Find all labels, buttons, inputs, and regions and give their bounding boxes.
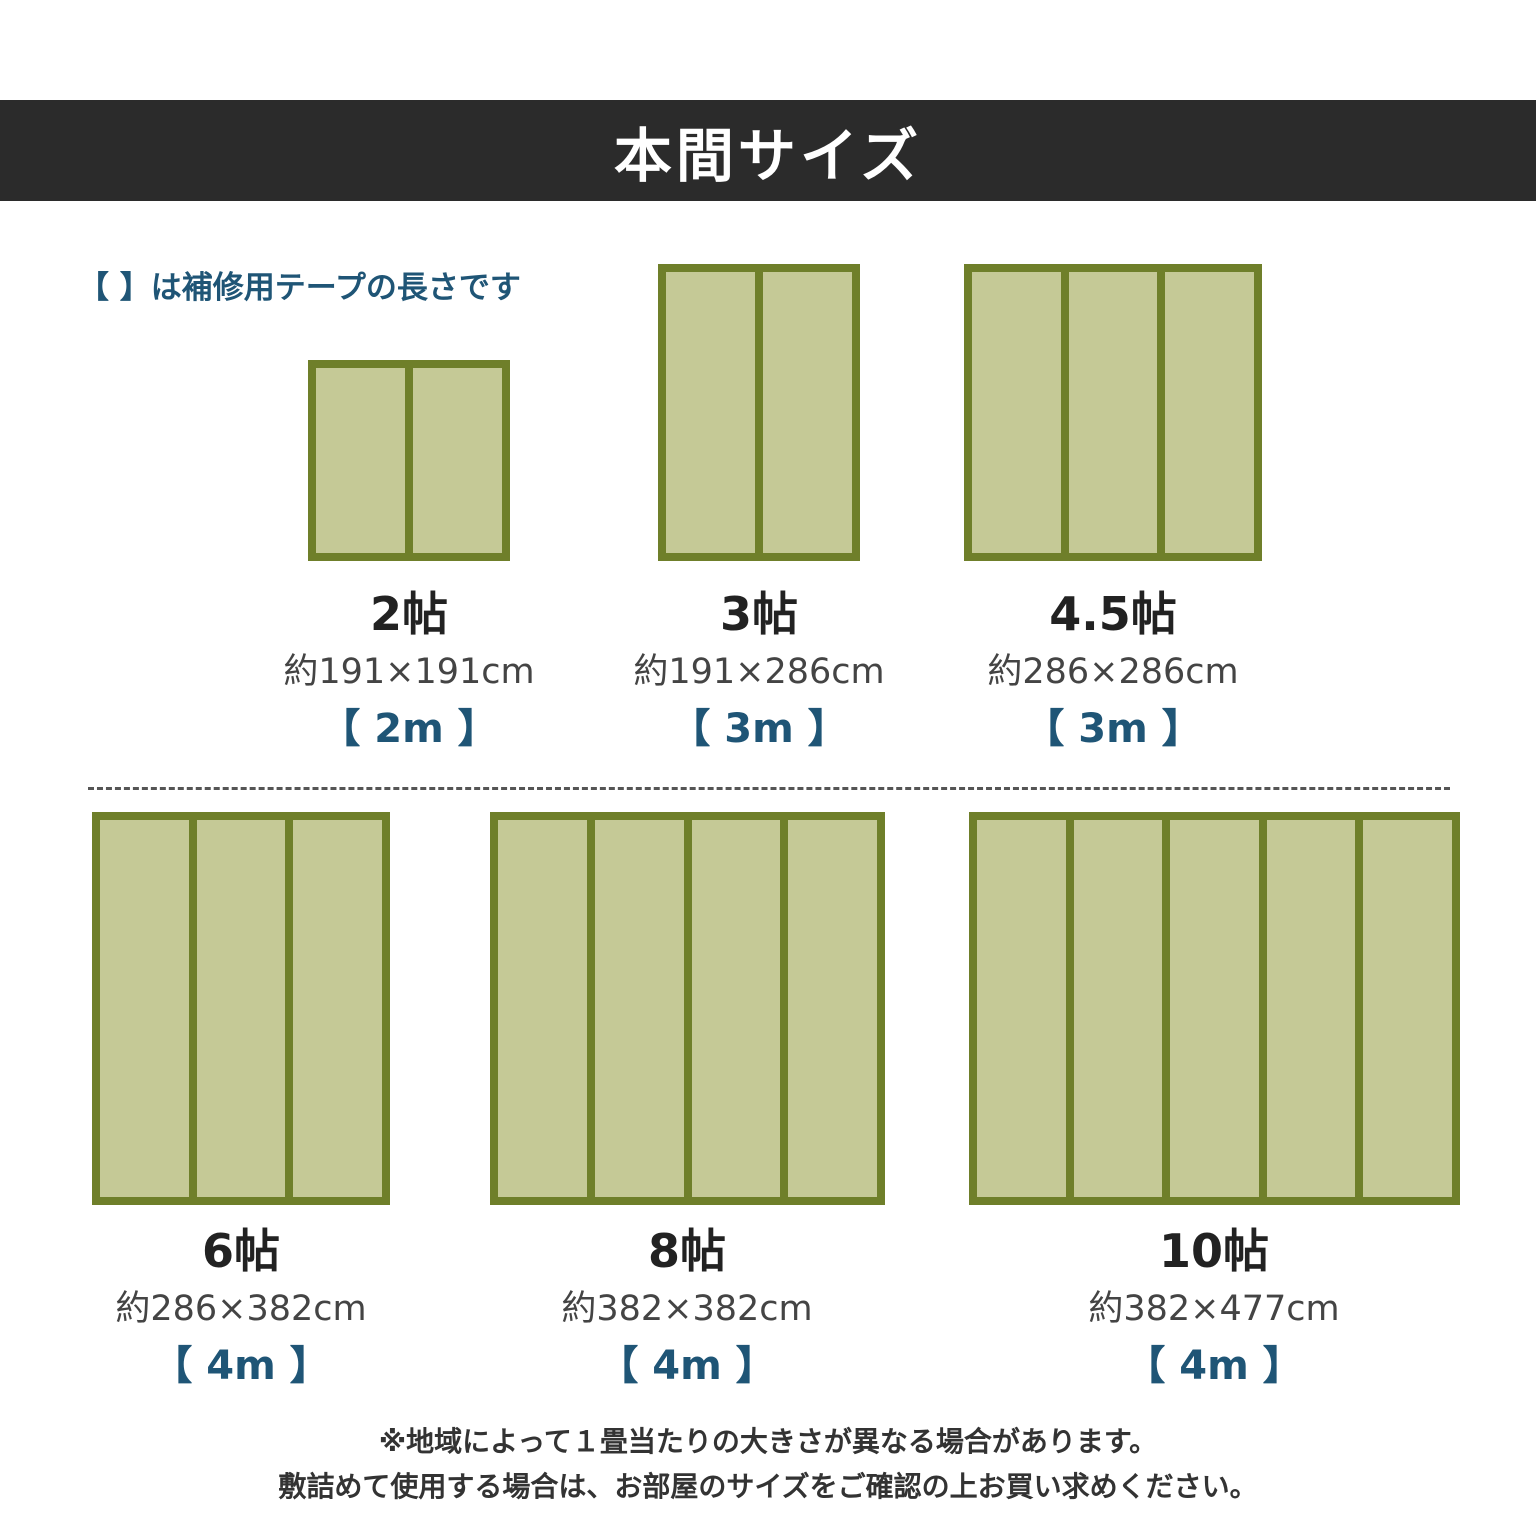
mat-6jo — [92, 812, 390, 1205]
size-label: 4.5帖約286×286cm 【 3m 】 — [913, 586, 1313, 756]
size-dims: 約382×477cm — [1088, 1289, 1340, 1329]
size-label: 6帖約286×382cm 【 4m 】 — [41, 1223, 441, 1393]
tatami-panel — [788, 820, 877, 1197]
size-title: 6帖 — [201, 1224, 280, 1278]
tatami-panel — [1068, 272, 1158, 553]
divider — [88, 787, 1450, 790]
tatami-panel — [594, 820, 684, 1197]
footer-note-1: ※地域によって１畳当たりの大きさが異なる場合があります。 — [378, 1425, 1158, 1458]
tape-note: 【 】は補修用テープの長さです — [78, 270, 521, 306]
tape-length: 【 3m 】 — [670, 706, 848, 752]
mat-4-5jo — [964, 264, 1262, 561]
mat-10jo — [969, 812, 1460, 1205]
header-banner: 本間サイズ — [0, 100, 1536, 201]
mat-8jo — [490, 812, 885, 1205]
tape-length: 【 4m 】 — [152, 1343, 330, 1389]
tatami-panel — [293, 820, 383, 1197]
size-label: 3帖約191×286cm 【 3m 】 — [559, 586, 959, 756]
size-label: 10帖約382×477cm 【 4m 】 — [1014, 1223, 1414, 1393]
tatami-panel — [498, 820, 587, 1197]
size-dims: 約382×382cm — [561, 1289, 813, 1329]
size-dims: 約191×286cm — [633, 652, 885, 692]
tape-length: 【 4m 】 — [1125, 1343, 1303, 1389]
size-title: 4.5帖 — [1049, 587, 1177, 641]
tatami-panel — [316, 368, 405, 553]
tape-length: 【 3m 】 — [1024, 706, 1202, 752]
mat-3jo — [658, 264, 860, 561]
size-label: 8帖約382×382cm 【 4m 】 — [487, 1223, 887, 1393]
tatami-panel — [1165, 272, 1255, 553]
tape-length: 【 2m 】 — [320, 706, 498, 752]
size-title: 8帖 — [647, 1224, 726, 1278]
tatami-panel — [1266, 820, 1356, 1197]
tatami-panel — [196, 820, 286, 1197]
size-dims: 約191×191cm — [283, 652, 535, 692]
footer-note-2: 敷詰めて使用する場合は、お部屋のサイズをご確認の上お買い求めください。 — [278, 1470, 1258, 1503]
tatami-panel — [691, 820, 781, 1197]
size-title: 2帖 — [369, 587, 448, 641]
tatami-panel — [1363, 820, 1452, 1197]
size-dims: 約286×286cm — [987, 652, 1239, 692]
page-title: 本間サイズ — [613, 121, 923, 190]
size-label: 2帖約191×191cm 【 2m 】 — [209, 586, 609, 756]
tatami-panel — [1170, 820, 1259, 1197]
size-title: 10帖 — [1158, 1224, 1269, 1278]
tatami-panel — [977, 820, 1066, 1197]
tatami-panel — [972, 272, 1061, 553]
tape-length: 【 4m 】 — [598, 1343, 776, 1389]
mat-2jo — [308, 360, 510, 561]
tatami-panel — [666, 272, 755, 553]
tatami-panel — [413, 368, 502, 553]
size-dims: 約286×382cm — [115, 1289, 367, 1329]
size-title: 3帖 — [719, 587, 798, 641]
tatami-panel — [1073, 820, 1163, 1197]
tatami-panel — [763, 272, 852, 553]
tatami-panel — [100, 820, 189, 1197]
